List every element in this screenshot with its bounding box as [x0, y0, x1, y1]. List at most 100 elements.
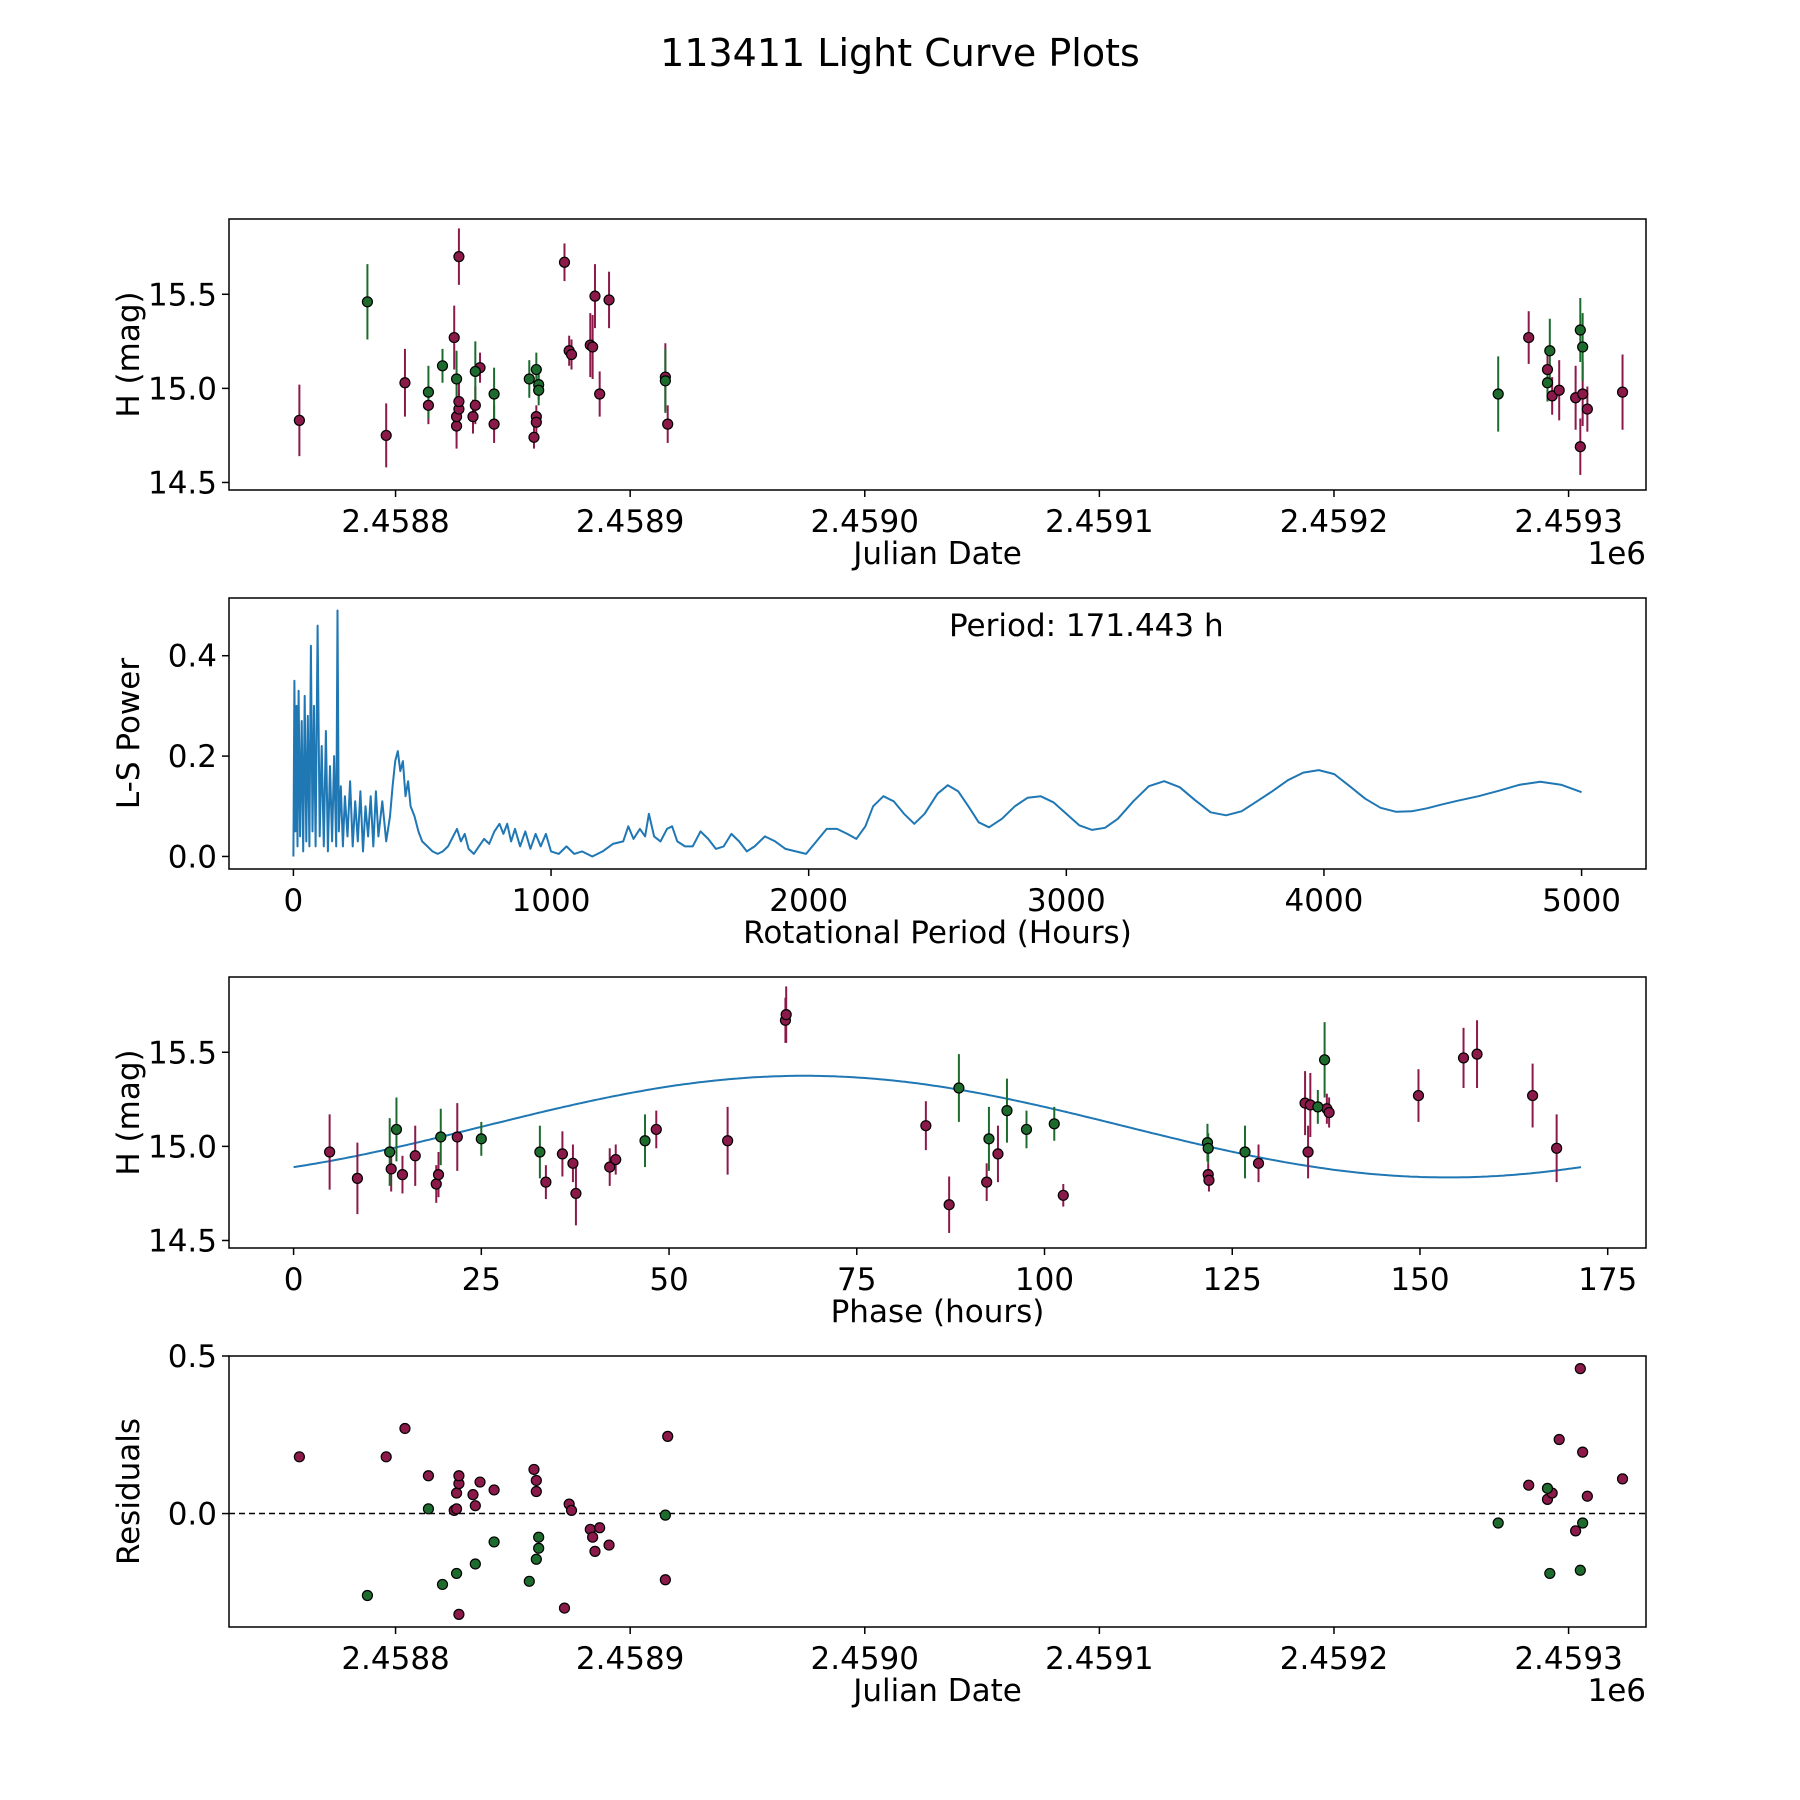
data-point-g: [533, 1531, 545, 1543]
data-point-r: [324, 1146, 336, 1158]
data-point-g: [1541, 1482, 1554, 1494]
data-point-g: [1312, 1101, 1324, 1113]
x-tick-label: 2.4588: [341, 1641, 449, 1677]
data-point-g: [1544, 1567, 1556, 1580]
x-tick-label: 125: [1203, 1262, 1262, 1298]
data-point-g: [523, 1575, 535, 1587]
data-point-r: [399, 377, 411, 389]
data-point-r: [528, 1463, 540, 1476]
data-point-g: [659, 1509, 671, 1521]
x-tick-label: 75: [837, 1262, 876, 1298]
data-point-r: [1574, 441, 1586, 453]
data-point-r: [530, 1474, 542, 1487]
data-point-r: [992, 1148, 1004, 1160]
data-point-r: [943, 1199, 955, 1211]
data-point-r: [1523, 1479, 1535, 1491]
x-tick-label: 0: [284, 883, 304, 919]
model-sine-curve: [293, 1074, 1582, 1179]
data-point-g: [475, 1133, 487, 1145]
x-offset-text: 1e6: [1587, 1673, 1646, 1709]
x-tick-label: 2.4590: [811, 504, 919, 540]
y-tick-label: 14.5: [148, 465, 217, 501]
x-axis-label: Julian Date: [851, 1673, 1022, 1709]
data-point-r: [467, 411, 479, 423]
data-point-r: [396, 1169, 409, 1181]
data-point-g: [361, 1589, 374, 1602]
y-axis-label: Residuals: [111, 1418, 147, 1565]
data-point-r: [1551, 1142, 1563, 1154]
axes-frame: [228, 1355, 1647, 1628]
data-point-r: [1302, 1146, 1314, 1158]
data-point-r: [1252, 1157, 1265, 1169]
data-point-r: [1616, 1473, 1629, 1485]
axes-frame: [228, 218, 1647, 491]
data-point-r: [1457, 1052, 1470, 1064]
data-point-r: [540, 1176, 552, 1188]
phase-folded-panel: 0 25 50 75 100 125 150 175 14.5 15.0 15.5 Phase (ho…: [111, 976, 1647, 1330]
data-point-r: [293, 414, 305, 426]
data-point-r: [450, 1503, 463, 1515]
data-point-r: [430, 1178, 442, 1190]
data-point-r: [1527, 1089, 1539, 1102]
x-tick-label: 150: [1390, 1262, 1449, 1298]
x-axis-label: Julian Date: [851, 536, 1022, 572]
data-point-r: [1323, 1106, 1335, 1119]
y-tick-label: 15.5: [148, 277, 217, 313]
data-point-r: [528, 431, 540, 443]
period-annotation: Period: 171.443 h: [949, 608, 1224, 644]
data-point-r: [662, 418, 674, 430]
data-point-r: [448, 331, 460, 344]
data-point-g: [1544, 345, 1556, 357]
data-point-r: [453, 1608, 465, 1620]
x-tick-label: 2.4592: [1280, 1641, 1388, 1677]
data-point-g: [533, 1542, 545, 1554]
data-point-r: [570, 1187, 582, 1200]
data-point-g: [1577, 341, 1589, 353]
x-tick-label: 2.4588: [341, 504, 449, 540]
light-curve-panel: 2.4588 2.4589 2.4590 2.4591 2.4592 2.4593 14.5…: [111, 218, 1647, 572]
data-point-r: [351, 1172, 364, 1184]
data-point-r: [422, 399, 435, 411]
data-point-r: [380, 429, 392, 442]
data-point-r: [1570, 1525, 1582, 1537]
data-point-g: [530, 363, 542, 376]
data-point-g: [422, 1503, 435, 1515]
data-point-r: [293, 1451, 305, 1463]
data-point-g: [983, 1133, 995, 1145]
data-point-g: [1001, 1105, 1013, 1117]
x-tick-label: 0: [284, 1262, 304, 1298]
data-point-r: [1553, 1433, 1565, 1446]
x-tick-label: 2.4592: [1280, 504, 1388, 540]
data-point-r: [565, 348, 578, 361]
data-point-r: [567, 1157, 579, 1169]
data-point-g: [435, 1131, 447, 1143]
data-point-r: [1057, 1189, 1069, 1201]
y-tick-label: 0.4: [168, 639, 217, 675]
data-point-r: [780, 1009, 792, 1021]
data-point-g: [436, 1578, 449, 1591]
data-point-r: [981, 1176, 993, 1188]
data-point-r: [610, 1153, 622, 1166]
data-point-g: [523, 373, 535, 385]
data-point-g: [1574, 324, 1586, 336]
data-point-r: [467, 1489, 479, 1501]
data-point-r: [474, 1476, 486, 1488]
data-point-g: [533, 384, 545, 396]
x-tick-label: 4000: [1285, 883, 1364, 919]
data-point-r: [587, 341, 599, 353]
y-tick-label: 15.5: [148, 1035, 217, 1071]
data-point-r: [422, 1470, 435, 1482]
data-point-g: [1020, 1123, 1033, 1136]
data-point-r: [1471, 1048, 1483, 1060]
data-point-r: [488, 1484, 500, 1496]
data-point-r: [589, 290, 601, 302]
data-point-g: [390, 1123, 403, 1136]
plot-area: [293, 228, 1629, 475]
x-tick-label: 175: [1578, 1262, 1637, 1298]
data-point-r: [659, 1574, 671, 1586]
y-axis-label: L-S Power: [111, 658, 147, 809]
data-point-r: [409, 1150, 421, 1162]
data-point-g: [469, 1558, 481, 1570]
